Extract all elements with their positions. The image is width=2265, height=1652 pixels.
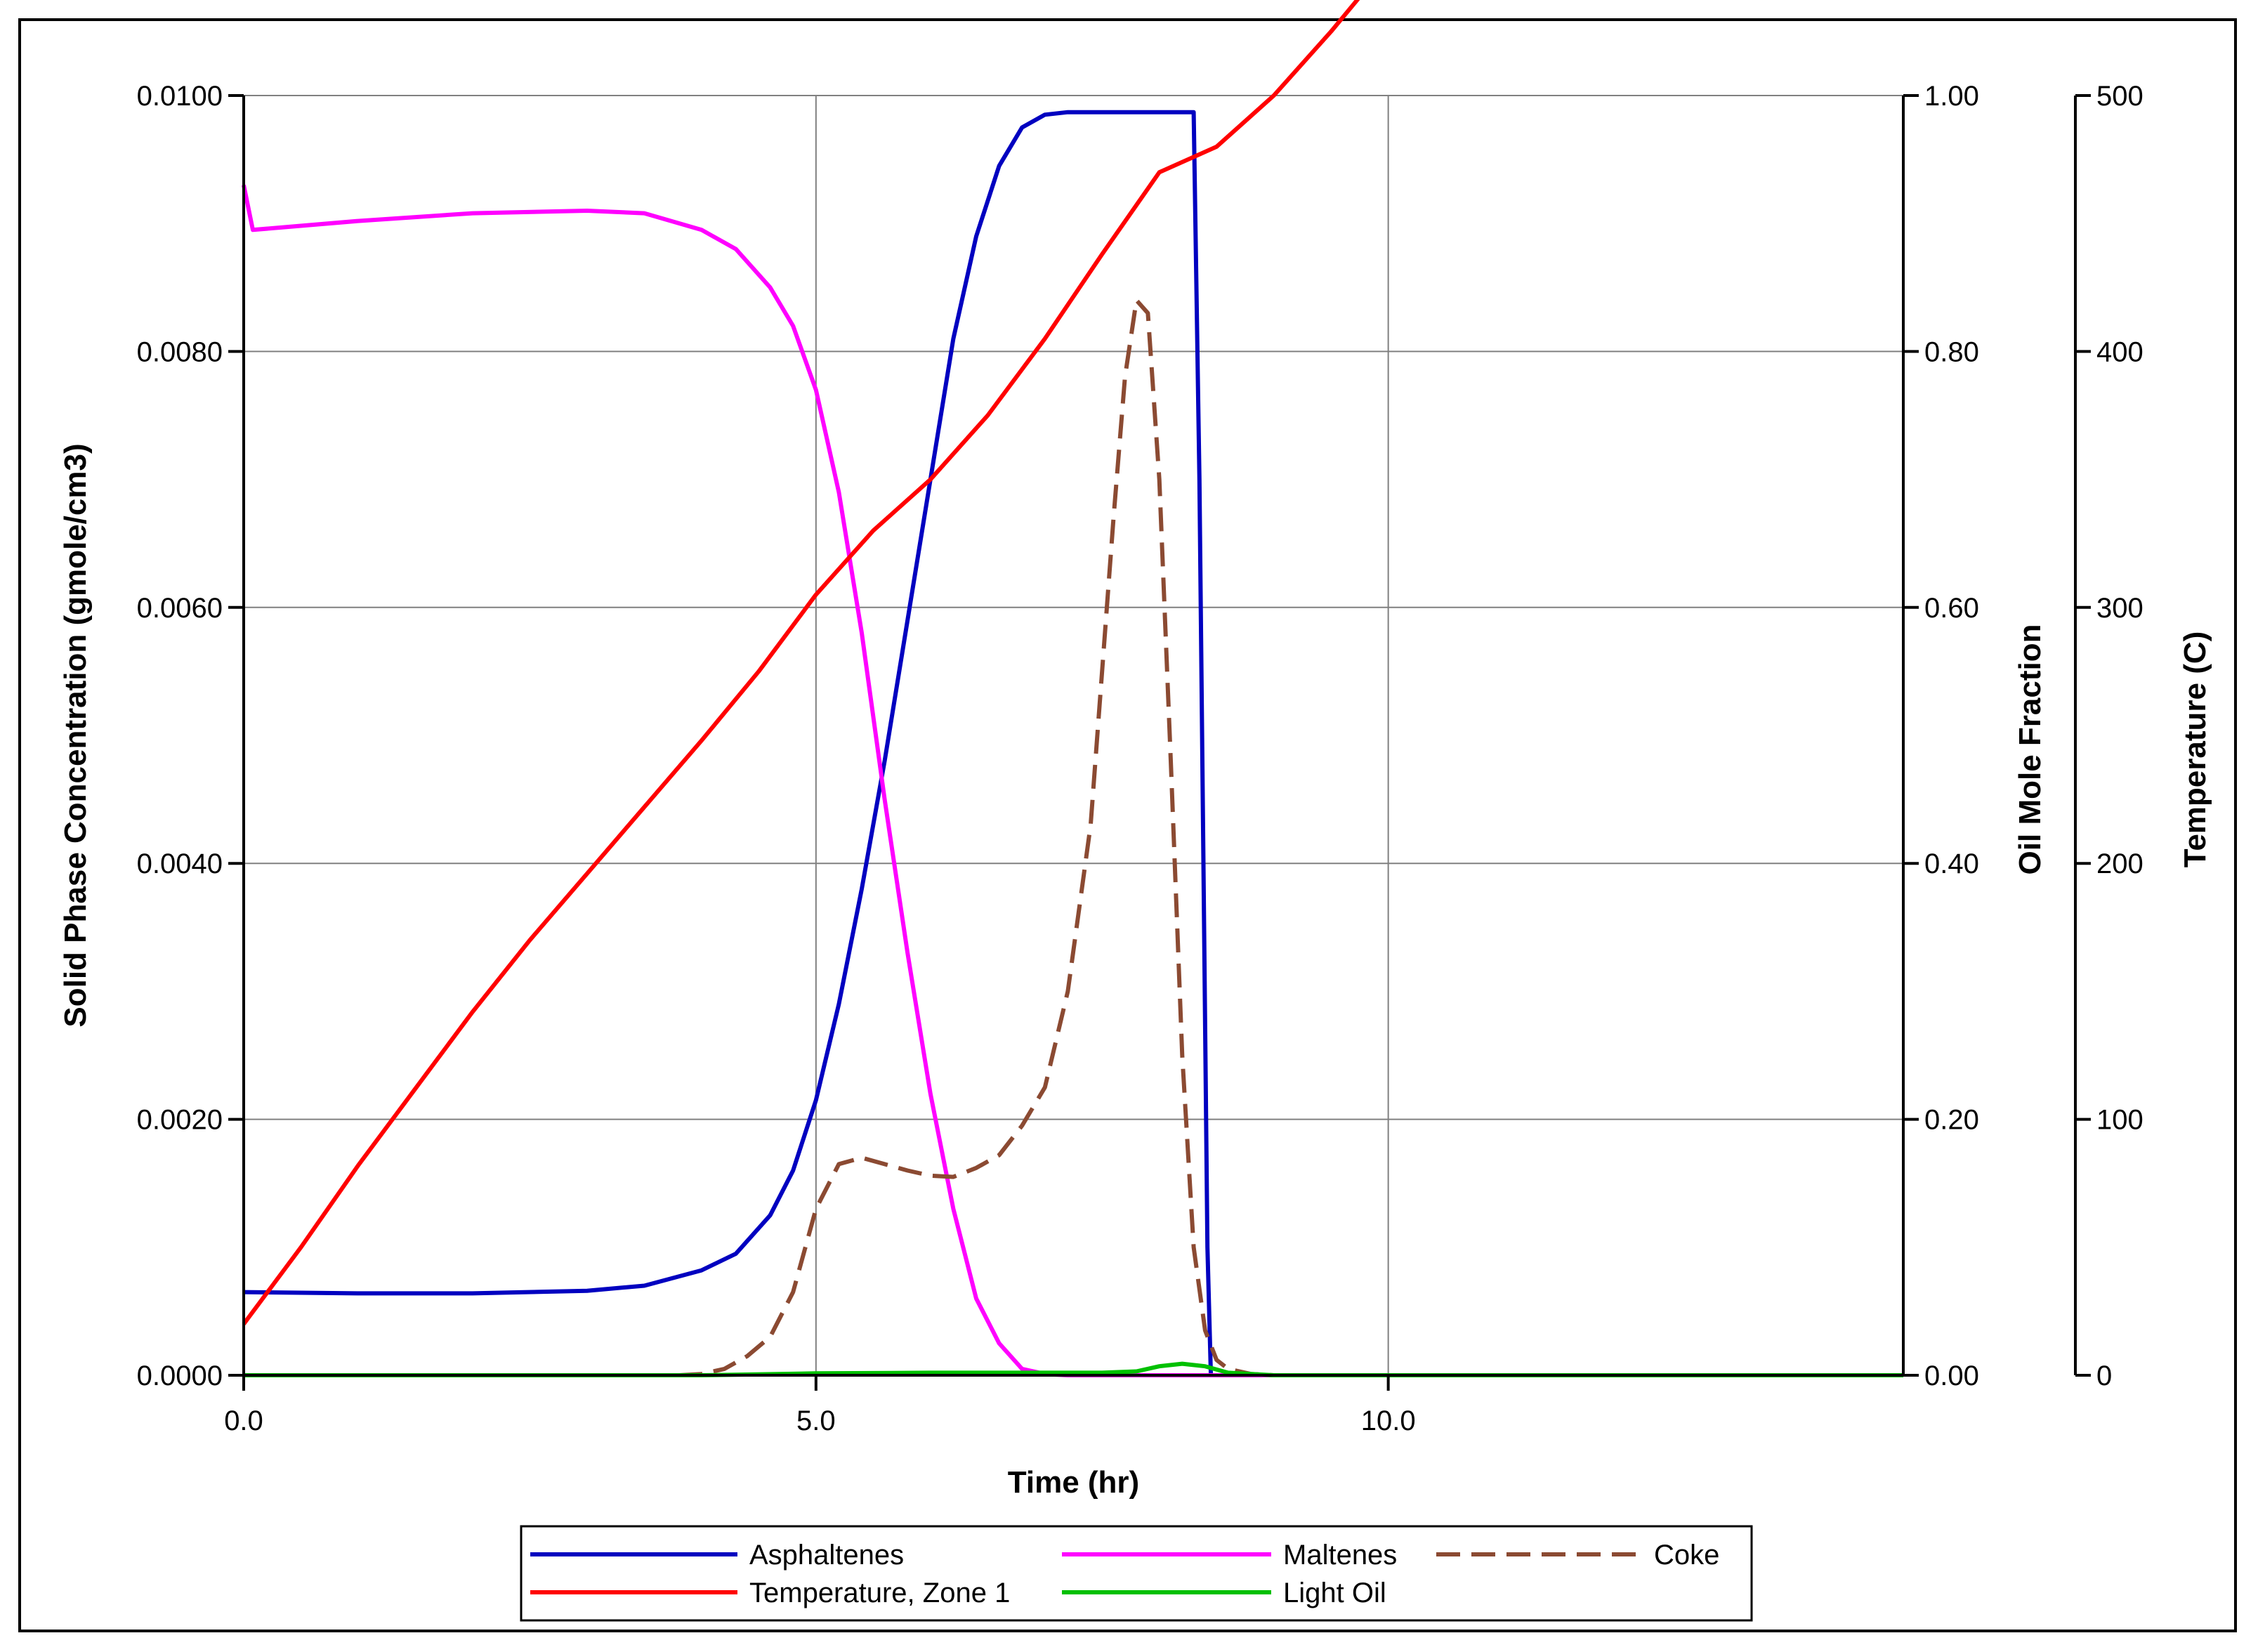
series-line-maltenes [242, 184, 1903, 1377]
y-right1-tick-label: 1.00 [1924, 81, 1979, 112]
y-right1-tick-label: 0.20 [1924, 1105, 1979, 1136]
series-line-coke [678, 298, 1274, 1377]
y-right2-axis-title: Temperature (C) [2178, 631, 2212, 868]
y-right1-tick-label: 0.80 [1924, 336, 1979, 367]
y-left-tick-label: 0.0100 [137, 81, 223, 112]
y-right1-tick-label: 0.40 [1924, 848, 1979, 879]
y-right2-tick-label: 0 [2096, 1361, 2112, 1391]
x-tick-label: 10.0 [1361, 1405, 1416, 1436]
series-line-asphaltenes [243, 110, 1903, 1377]
y-right1-tick-label: 0.60 [1924, 593, 1979, 624]
y-left-tick-label: 0.0020 [137, 1105, 223, 1136]
legend-label-asphaltenes: Asphaltenes [749, 1540, 904, 1571]
y-right1-axis-title: Oil Mole Fraction [2013, 624, 2047, 875]
y-left-tick-label: 0.0040 [137, 848, 223, 879]
y-right1-tick-label: 0.00 [1924, 1361, 1979, 1391]
x-axis-title: Time (hr) [1008, 1465, 1139, 1500]
y-right2-tick-label: 100 [2096, 1105, 2143, 1136]
legend: Asphaltenes Maltenes Coke Temperature, Zone… [520, 1525, 1753, 1622]
y-right2-tick-label: 200 [2096, 848, 2143, 879]
legend-label-light-oil: Light Oil [1283, 1578, 1386, 1608]
y-left-tick-label: 0.0000 [137, 1361, 223, 1391]
y-left-axis-title: Solid Phase Concentration (gmole/cm3) [58, 443, 93, 1027]
y-right2-tick-label: 300 [2096, 593, 2143, 624]
y-left-tick-label: 0.0060 [137, 593, 223, 624]
y-right2-tick-label: 500 [2096, 81, 2143, 112]
y-left-tick-label: 0.0080 [137, 336, 223, 367]
y-right2-tick-label: 400 [2096, 336, 2143, 367]
grid [244, 96, 1903, 1375]
legend-label-coke: Coke [1654, 1540, 1719, 1571]
x-tick-label: 5.0 [796, 1405, 836, 1436]
legend-label-maltenes: Maltenes [1283, 1540, 1397, 1571]
series-line-temperature-zone-1 [242, 0, 1360, 1325]
series-line-light-oil [244, 1361, 1903, 1377]
legend-label-temperature-zone-1: Temperature, Zone 1 [749, 1578, 1010, 1608]
x-tick-label: 0.0 [224, 1405, 263, 1436]
series-layer [242, 0, 1903, 1377]
legend-box [520, 1525, 1753, 1622]
outer-frame [18, 18, 2237, 1632]
axes: 0.0 5.0 10.0 0.0000 0.0020 0.0040 0.0060 0.0080… [137, 81, 2143, 1436]
